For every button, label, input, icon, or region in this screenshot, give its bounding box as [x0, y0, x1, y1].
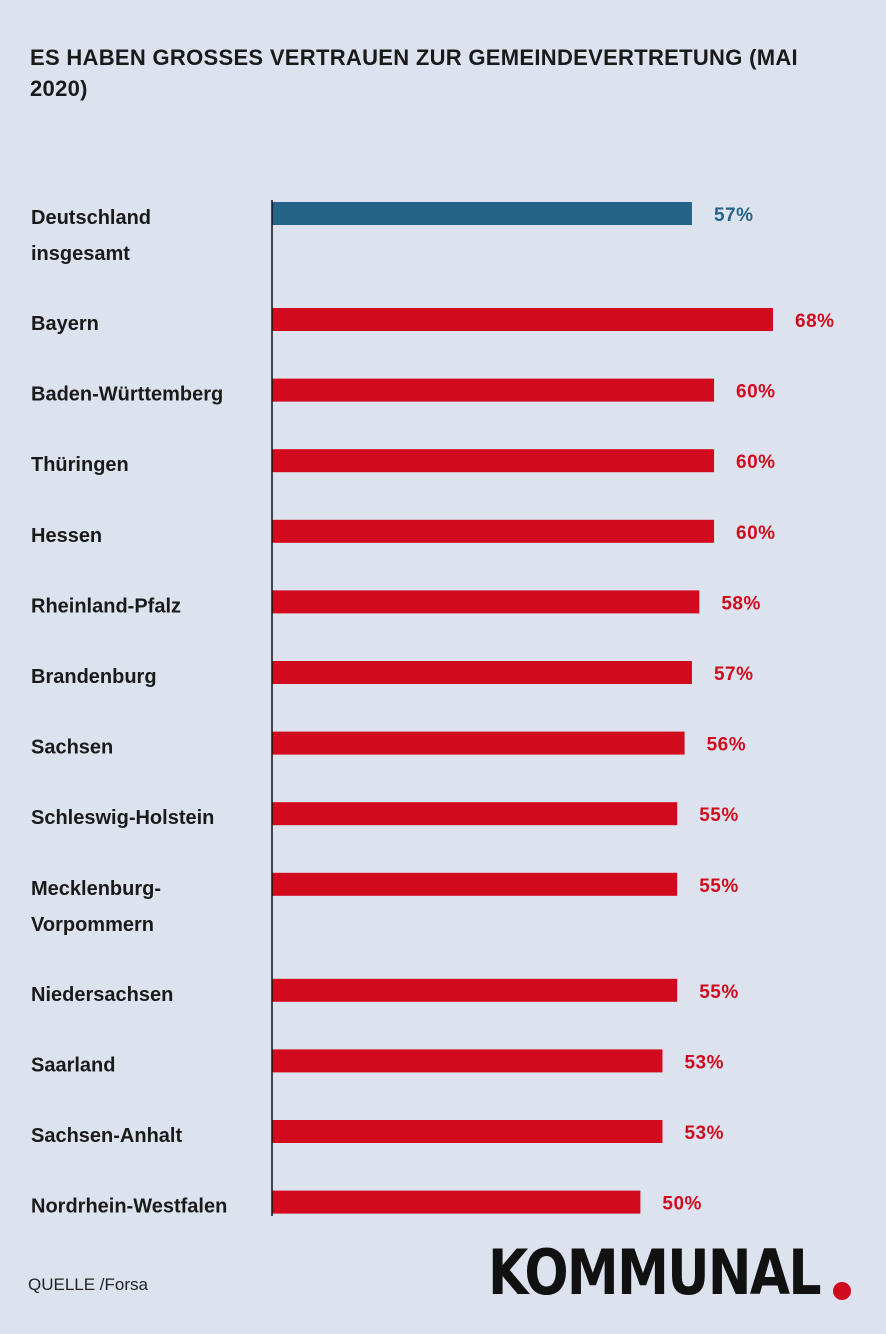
bar	[272, 590, 700, 614]
bar	[272, 802, 678, 826]
bar	[272, 308, 773, 331]
bar	[272, 1120, 663, 1143]
bar	[272, 731, 685, 755]
category-label: Schleswig-Holstein	[31, 807, 214, 829]
bar	[272, 519, 715, 543]
bar-value-label: 53%	[684, 1052, 724, 1073]
bar-value-label: 57%	[714, 205, 754, 226]
category-label: insgesamt	[31, 243, 130, 265]
category-label: Thüringen	[31, 454, 129, 476]
logo-dot-icon	[833, 1282, 851, 1300]
bar	[272, 661, 692, 684]
category-label: Nordrhein-Westfalen	[31, 1196, 227, 1218]
bar-value-label: 60%	[736, 523, 776, 544]
bar-value-label: 55%	[699, 982, 739, 1003]
bar-value-label: 50%	[662, 1194, 702, 1215]
bar	[272, 1049, 663, 1073]
category-label: Sachsen	[31, 737, 113, 759]
category-label: Rheinland-Pfalz	[31, 595, 181, 617]
category-label: Niedersachsen	[31, 984, 173, 1006]
chart-title: ES HABEN GROSSES VERTRAUEN ZUR GEMEINDEV…	[30, 45, 798, 101]
bar-value-label: 68%	[795, 311, 835, 332]
category-label: Hessen	[31, 525, 102, 547]
category-label: Saarland	[31, 1054, 115, 1076]
bar	[272, 872, 678, 896]
bar-value-label: 55%	[699, 876, 739, 897]
bar-value-label: 55%	[699, 805, 739, 826]
bar-value-label: 60%	[736, 452, 776, 473]
category-label: Bayern	[31, 313, 99, 335]
source-note: QUELLE /Forsa	[28, 1275, 148, 1294]
bar-value-label: 60%	[736, 382, 776, 403]
bar-value-label: 58%	[721, 593, 761, 614]
bar-value-label: 53%	[684, 1123, 724, 1144]
category-label: Sachsen-Anhalt	[31, 1125, 182, 1147]
bar	[272, 1190, 641, 1214]
bar-value-label: 56%	[707, 735, 747, 756]
category-label: Brandenburg	[31, 666, 157, 688]
category-label: Mecklenburg-	[31, 878, 161, 900]
bar	[272, 378, 715, 402]
category-label: Baden-Württemberg	[31, 384, 223, 406]
kommunal-logo: KOMMUNAL	[488, 1236, 822, 1309]
bar	[272, 202, 692, 225]
category-label: Deutschland	[31, 207, 151, 229]
bar	[272, 449, 715, 473]
bar-value-label: 57%	[714, 664, 754, 685]
category-label: Vorpommern	[31, 914, 154, 936]
bar	[272, 978, 678, 1002]
